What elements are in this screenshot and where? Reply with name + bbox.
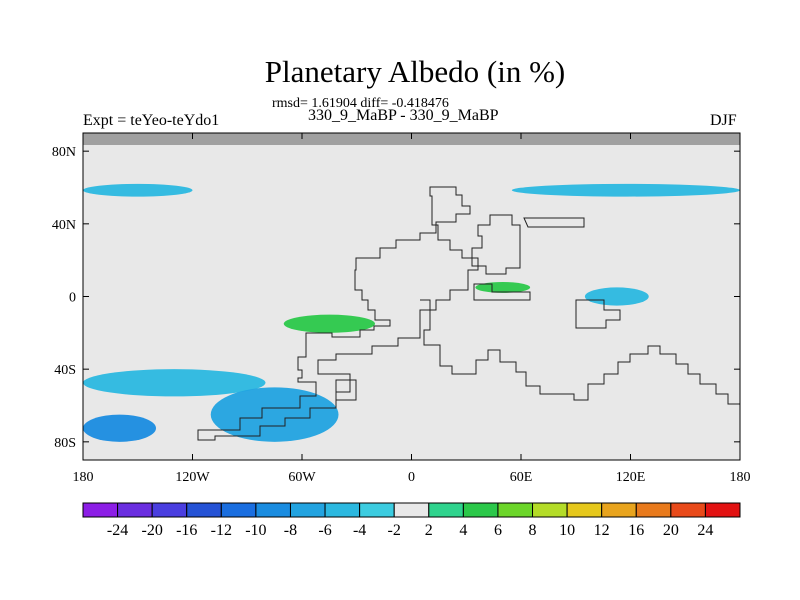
colorbar-label-8: -2 [388,522,401,539]
colorbar-swatch-12 [497,502,534,518]
x-tick-label-3: 0 [408,470,415,485]
x-tick-label-0: 180 [73,470,94,485]
colorbar-label-7: -4 [353,522,366,539]
colorbar-swatch-0 [82,502,119,518]
colorbar-swatch-17 [670,502,706,518]
y-tick-label-1: 40N [52,218,76,233]
x-tick-label-5: 120E [616,470,646,485]
colorbar-label-13: 10 [559,522,575,539]
colorbar-swatch-1 [117,502,153,518]
anomaly-tropical-africa [475,281,531,293]
continent-outline-d [420,299,740,405]
colorbar-swatch-16 [635,502,672,518]
continent-outline-a [197,186,479,441]
colorbar-label-16: 20 [663,522,679,539]
continent-outline-b [471,214,521,275]
colorbar-swatch-8 [359,502,395,518]
x-tick-label-4: 60E [510,470,533,485]
continent-outline-f [473,283,531,301]
colorbar-label-2: -16 [176,522,197,539]
stats-line: rmsd= 1.61904 diff= -0.418476 [272,96,449,111]
colorbar-label-17: 24 [697,522,713,539]
colorbar-swatch-9 [393,502,430,518]
colorbar-label-4: -10 [245,522,266,539]
map-axes: 180 120W 60W 0 60E 120E 180 80N 40N 0 40S 80S [52,133,751,485]
anomaly-antarctic-margin [83,414,156,442]
colorbar-swatch-2 [151,502,188,518]
y-tick-label-4: 80S [54,436,76,451]
colorbar: -24 -20 -16 -12 -10 -8 -6 -4 -2 2 4 6 8 10 12 16 20 24 [82,502,741,539]
anomaly-eastern-warm-pool [584,287,649,306]
colorbar-swatch-5 [255,502,291,518]
colorbar-label-11: 6 [494,522,502,539]
colorbar-label-15: 16 [628,522,644,539]
anomaly-tropical-west-pacific [283,314,375,333]
y-tick-label-2: 0 [69,291,76,306]
colorbar-label-12: 8 [529,522,537,539]
anomaly-features [83,183,740,442]
chart-title: Planetary Albedo (in %) [264,54,566,89]
y-tick-label-0: 80N [52,145,76,160]
colorbar-label-3: -12 [211,522,232,539]
colorbar-label-0: -24 [107,522,128,539]
y-tick-label-3: 40S [54,363,76,378]
colorbar-label-14: 12 [594,522,610,539]
colorbar-swatch-11 [462,502,499,518]
season-label: DJF [710,112,737,129]
colorbar-swatch-13 [532,502,568,518]
colorbar-swatch-3 [186,502,222,518]
continent-outline-c [523,217,585,228]
coastlines [197,186,740,441]
anomaly-nh-mid-east [511,183,740,197]
continent-outline-e [575,299,621,329]
colorbar-label-9: 2 [425,522,433,539]
colorbar-swatch-6 [289,502,326,518]
x-tick-label-1: 120W [175,470,210,485]
anomaly-southern-ocean-band [83,369,266,397]
colorbar-label-1: -20 [141,522,162,539]
x-tick-label-2: 60W [288,470,316,485]
colorbar-swatch-15 [601,502,637,518]
anomaly-pacific-nh-band [83,183,193,197]
colorbar-swatch-7 [324,502,361,518]
colorbar-label-5: -8 [284,522,297,539]
colorbar-label-6: -6 [318,522,331,539]
chart-subtitle: 330_9_MaBP - 330_9_MaBP [308,107,499,124]
anomaly-drake-passage [210,387,339,442]
experiment-label: Expt = teYeo-teYdo1 [83,112,220,129]
colorbar-swatch-4 [220,502,257,518]
continent-outline-g [335,379,357,401]
colorbar-swatch-10 [428,502,464,518]
colorbar-label-10: 4 [459,522,467,539]
x-tick-label-6: 180 [730,470,751,485]
colorbar-swatch-18 [704,502,741,518]
colorbar-swatch-14 [566,502,603,518]
